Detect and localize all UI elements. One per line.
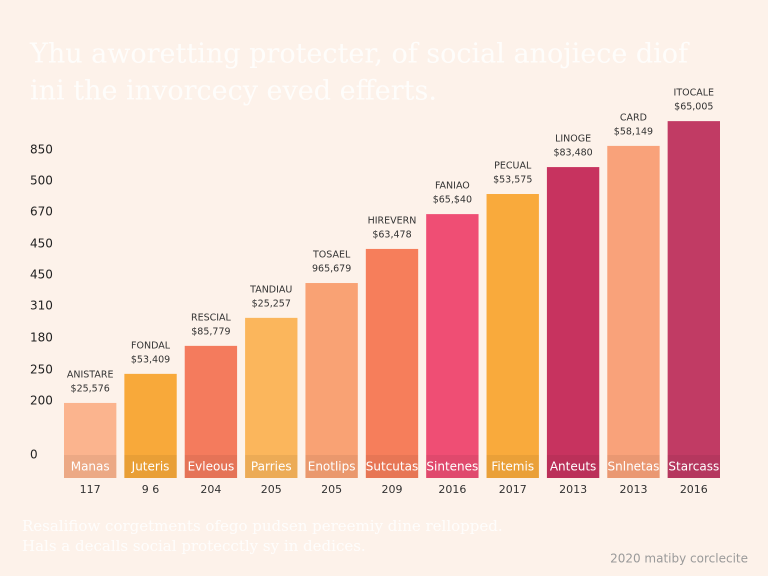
bar-label-strip bbox=[607, 455, 660, 478]
annotation-name: FANIAO bbox=[435, 181, 470, 192]
y-tick-label: 670 bbox=[30, 204, 53, 218]
bar-label-strip bbox=[64, 455, 117, 478]
annotation-amount: $83,480 bbox=[553, 148, 592, 159]
chart-title: ini the invorcecy eved efferts. bbox=[30, 76, 437, 107]
x-tick-label: Fitemis bbox=[491, 460, 534, 474]
bar-label-strip bbox=[184, 455, 238, 478]
x-sublabel: 209 bbox=[382, 483, 403, 496]
bar bbox=[426, 214, 479, 478]
y-tick-label: 450 bbox=[30, 268, 53, 282]
bar bbox=[184, 345, 238, 478]
bar-label-strip bbox=[365, 455, 419, 478]
x-tick-label: Sintenes bbox=[426, 460, 478, 474]
bar bbox=[607, 145, 660, 478]
bar-label-strip bbox=[245, 455, 298, 478]
x-sublabel: 2013 bbox=[559, 483, 587, 496]
annotation-name: FONDAL bbox=[131, 340, 171, 351]
annotation-amount: $85,779 bbox=[191, 326, 230, 337]
x-tick-label: Sutcutas bbox=[366, 460, 418, 474]
bar-label-strip bbox=[546, 455, 600, 478]
bar-label-strip bbox=[667, 455, 720, 478]
y-tick-label: 310 bbox=[30, 299, 53, 313]
annotation-name: TANDIAU bbox=[249, 284, 292, 295]
annotation-amount: $63,478 bbox=[372, 229, 411, 240]
x-sublabel: 9 6 bbox=[142, 483, 160, 496]
y-tick-label: 0 bbox=[30, 448, 38, 462]
bar-label-strip bbox=[486, 455, 539, 478]
bar bbox=[486, 194, 539, 478]
annotation-name: TOSAEL bbox=[312, 250, 351, 261]
x-sublabel: 2017 bbox=[499, 483, 527, 496]
y-tick-label: 200 bbox=[30, 394, 53, 408]
annotation-name: ANISTARE bbox=[67, 369, 114, 380]
y-tick-label: 500 bbox=[30, 174, 53, 188]
x-tick-label: Snlnetas bbox=[608, 460, 660, 474]
annotation-name: HIREVERN bbox=[368, 215, 417, 226]
annotation-name: ITOCALE bbox=[674, 88, 715, 99]
bar bbox=[64, 402, 117, 478]
annotation-amount: $53,575 bbox=[493, 175, 532, 186]
annotation-amount: $58,149 bbox=[614, 126, 653, 137]
annotation-name: CARD bbox=[620, 112, 647, 123]
x-sublabel: 205 bbox=[321, 483, 342, 496]
annotation-amount: $53,409 bbox=[131, 354, 170, 365]
y-tick-label: 450 bbox=[30, 236, 53, 250]
annotation-amount: $25,257 bbox=[252, 298, 291, 309]
x-sublabel: 2013 bbox=[619, 483, 647, 496]
footer-text: Hals a decalls social protecctly sy in d… bbox=[22, 537, 366, 555]
x-sublabel: 205 bbox=[261, 483, 282, 496]
footer-text: Resalifiow corgetments ofego pudsen pere… bbox=[22, 517, 503, 535]
bar bbox=[124, 373, 177, 478]
annotation-amount: $65,$40 bbox=[433, 195, 472, 206]
bar bbox=[365, 248, 419, 478]
x-tick-label: Juteris bbox=[131, 460, 170, 474]
chart-title: Yhu aworetting protecter, of social anoj… bbox=[29, 39, 690, 70]
y-tick-label: 250 bbox=[30, 362, 53, 376]
y-tick-label: 850 bbox=[30, 142, 53, 156]
x-tick-label: Evleous bbox=[188, 460, 235, 474]
bar bbox=[667, 121, 720, 478]
bar bbox=[546, 167, 600, 478]
x-tick-label: Starcass bbox=[668, 460, 719, 474]
annotation-amount: $65,005 bbox=[674, 102, 713, 113]
annotation-amount: 965,679 bbox=[312, 264, 351, 275]
credit: 2020 matiby corclecite bbox=[610, 552, 748, 566]
x-sublabel: 2016 bbox=[438, 483, 466, 496]
x-tick-label: Manas bbox=[71, 460, 110, 474]
annotation-name: LINOGE bbox=[555, 134, 591, 145]
y-tick-label: 180 bbox=[30, 330, 53, 344]
annotation-name: PECUAL bbox=[494, 161, 532, 172]
x-tick-label: Anteuts bbox=[550, 460, 596, 474]
annotation-amount: $25,576 bbox=[71, 383, 110, 394]
x-sublabel: 204 bbox=[200, 483, 221, 496]
x-tick-label: Parries bbox=[251, 460, 292, 474]
annotation-name: RESCIAL bbox=[191, 312, 232, 323]
bar bbox=[245, 317, 298, 478]
x-tick-label: Enotlips bbox=[308, 460, 356, 474]
bar-label-strip bbox=[124, 455, 177, 478]
bar bbox=[305, 283, 358, 478]
bar-label-strip bbox=[426, 455, 479, 478]
bar-label-strip bbox=[305, 455, 358, 478]
x-sublabel: 2016 bbox=[680, 483, 708, 496]
x-sublabel: 117 bbox=[80, 483, 101, 496]
